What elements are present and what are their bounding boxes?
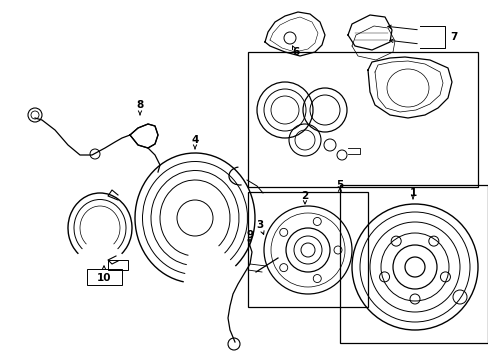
Text: 5: 5	[336, 180, 343, 190]
Text: 8: 8	[136, 100, 143, 110]
Text: 2: 2	[301, 191, 308, 201]
Bar	[339, 185, 487, 343]
Bar	[247, 192, 367, 307]
Bar	[108, 260, 128, 270]
Text: 1: 1	[408, 188, 416, 198]
Text: 6: 6	[292, 47, 299, 57]
Bar	[87, 269, 122, 285]
Text: 3: 3	[256, 220, 263, 230]
Text: 4: 4	[191, 135, 198, 145]
Text: 9: 9	[246, 230, 253, 240]
Bar	[247, 52, 477, 187]
Text: 7: 7	[449, 32, 456, 42]
Text: 10: 10	[97, 273, 111, 283]
